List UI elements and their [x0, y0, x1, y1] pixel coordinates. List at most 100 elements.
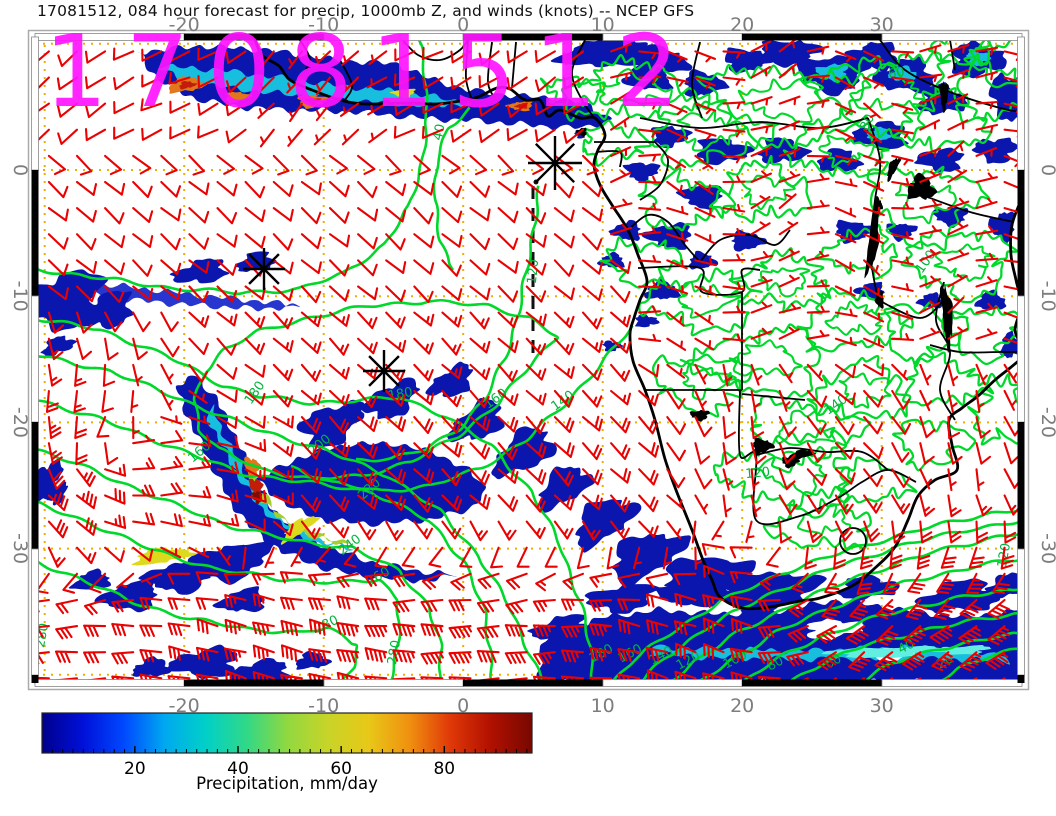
wind-barb — [975, 100, 999, 110]
wind-barb — [694, 180, 714, 195]
wind-barb — [401, 546, 416, 568]
wind-barb — [674, 592, 697, 608]
wind-barb — [947, 69, 970, 79]
wind-barb — [778, 120, 801, 131]
wind-barb — [618, 618, 641, 635]
wind-barb — [581, 180, 603, 198]
wind-barb — [750, 221, 771, 236]
country-border — [639, 141, 669, 201]
wind-barb — [666, 520, 682, 540]
wind-barb — [806, 45, 830, 55]
wind-barb — [47, 233, 69, 250]
wind-barb — [272, 467, 294, 481]
wind-barb — [223, 572, 247, 586]
wind-barb — [891, 256, 914, 266]
wind-barb — [516, 546, 530, 568]
wind-barb — [357, 494, 379, 510]
country-border — [627, 213, 701, 263]
wind-barb — [75, 259, 98, 274]
wind-barb — [765, 546, 781, 568]
wind-barb — [393, 125, 416, 139]
wind-barb — [113, 126, 135, 140]
wind-barb — [638, 153, 662, 162]
wind-barb — [422, 76, 444, 90]
wind-barb — [694, 416, 713, 438]
wind-barb — [216, 207, 238, 225]
wind-barb — [863, 285, 884, 299]
frame-band — [881, 679, 1023, 687]
wind-barb — [441, 180, 463, 198]
wind-barb — [469, 337, 491, 354]
wind-barb — [272, 259, 294, 275]
wind-barb — [497, 389, 519, 406]
wind-barb — [279, 571, 303, 584]
wind-barb — [806, 520, 823, 543]
terrain-contour — [967, 372, 1022, 446]
wind-barb — [722, 442, 737, 466]
wind-barb — [638, 363, 660, 378]
wind-barb — [863, 494, 883, 514]
country-border — [639, 117, 869, 129]
wind-barb — [75, 154, 93, 176]
wind-barb — [74, 416, 88, 440]
lake — [689, 409, 711, 422]
wind-barb — [525, 233, 547, 248]
wind-barb — [532, 598, 556, 613]
wind-barb — [863, 259, 881, 276]
height-contour — [610, 507, 1022, 683]
wind-barb — [778, 193, 797, 210]
wind-barb — [167, 597, 191, 610]
wind-barb — [188, 259, 210, 274]
wind-barb — [919, 363, 932, 386]
wind-barb — [300, 442, 322, 460]
wind-barb — [863, 76, 885, 89]
precip-cell — [761, 40, 825, 68]
country-border — [949, 39, 956, 71]
wind-barb — [328, 207, 350, 224]
wind-barb — [244, 154, 264, 175]
wind-barb — [141, 74, 163, 88]
frame-band — [1017, 36, 1025, 171]
wind-barb — [300, 154, 318, 176]
wind-barb — [160, 513, 183, 528]
wind-barb — [83, 651, 107, 664]
wind-barb — [392, 623, 416, 637]
wind-barb — [610, 442, 631, 460]
wind-barb — [357, 154, 376, 175]
precip-cell — [575, 499, 642, 553]
wind-barb — [722, 468, 734, 491]
wind-barb — [216, 154, 236, 175]
terrain-contour — [679, 323, 822, 401]
country-border — [399, 37, 471, 62]
wind-barb — [216, 546, 231, 566]
wind-barb — [702, 594, 725, 609]
wind-barb — [364, 624, 388, 638]
wind-barb — [441, 494, 463, 512]
wind-barb — [223, 647, 247, 662]
wind-barb — [806, 154, 830, 163]
frame-band — [31, 422, 39, 549]
precip-area — [536, 599, 1022, 683]
wind-barb — [441, 520, 462, 540]
wind-barb — [55, 625, 79, 640]
wind-barb — [385, 442, 406, 461]
wind-barb — [420, 651, 444, 665]
wind-barb — [272, 442, 294, 457]
precip-cell — [40, 335, 78, 357]
wind-barb — [57, 128, 79, 145]
wind-barb — [272, 492, 294, 506]
wind-barb — [666, 50, 688, 63]
wind-barb — [975, 442, 992, 465]
wind-barb — [160, 285, 182, 301]
wind-barb — [817, 651, 837, 671]
tick-label-lon-top: -20 — [169, 14, 200, 36]
terrain-contour — [796, 498, 852, 536]
wind-barb — [300, 363, 322, 382]
wind-barb — [610, 363, 631, 382]
wind-barb — [497, 416, 519, 433]
wind-barb — [385, 154, 402, 176]
wind-barb — [505, 572, 528, 590]
wind-barb — [581, 415, 603, 432]
wind-barb — [975, 123, 999, 133]
wind-barb — [385, 337, 407, 353]
